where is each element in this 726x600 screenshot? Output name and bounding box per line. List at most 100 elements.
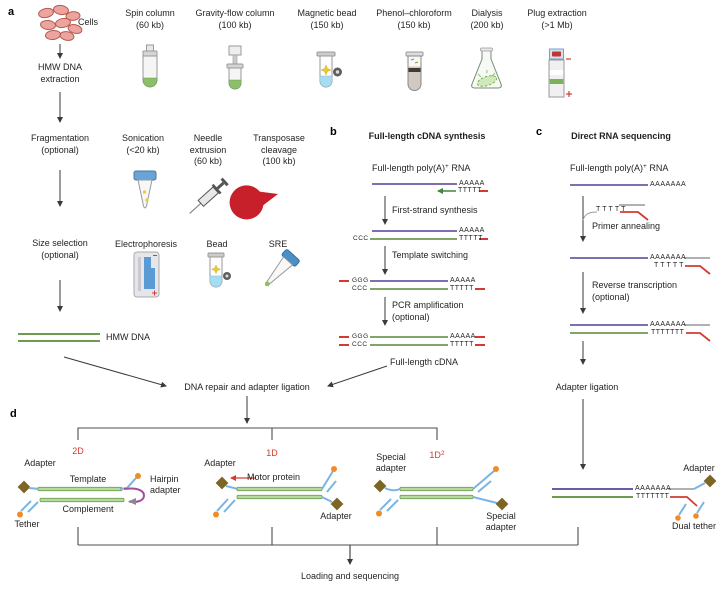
seq-aaaaaaa: AAAAAAA xyxy=(650,181,687,188)
construct-1d xyxy=(213,466,344,518)
step-pcr: PCR amplification xyxy=(392,300,464,310)
method-plug-extraction: Plug extraction (>1 Mb) xyxy=(527,8,587,31)
adapter-label-rna: Adapter xyxy=(683,463,715,473)
needle-syringe-icon xyxy=(189,177,229,214)
method-electrophoresis: Electrophoresis xyxy=(114,239,178,249)
full-length-cdna-label: Full-length cDNA xyxy=(390,357,459,367)
seq-ttttt: TTTTT xyxy=(450,341,474,348)
method-size: (>1 Mb) xyxy=(541,19,573,30)
method-spin-column: Spin column (60 kb) xyxy=(125,8,175,31)
step-rt-optional: (optional) xyxy=(592,292,630,302)
method-name: Transposase cleavage xyxy=(253,133,305,155)
step-pcr-optional: (optional) xyxy=(392,312,430,322)
construct-1d2 xyxy=(373,466,509,517)
method-gravity-flow: Gravity-flow column (100 kb) xyxy=(195,8,274,31)
spin-column-icon xyxy=(142,44,158,88)
template-strand xyxy=(37,486,123,492)
adapter-diamond xyxy=(17,480,31,494)
method-sonication: Sonication (<20 kb) xyxy=(122,133,164,156)
sre-tube-icon xyxy=(264,249,300,287)
seq-ttttttt: TTTTTTT xyxy=(636,493,670,500)
step-reverse-transcription: Reverse transcription xyxy=(592,280,678,290)
seq-ggg: GGG xyxy=(352,333,369,340)
template-label: Template xyxy=(69,474,107,484)
loading-sequencing-label: Loading and sequencing xyxy=(300,571,400,581)
method-name: Sonication xyxy=(121,133,165,143)
seq-ccc: CCC xyxy=(352,341,368,348)
method-name: Phenol–chloroform xyxy=(376,8,452,18)
method-size: (60 kb) xyxy=(135,19,164,30)
branch-label-1d2: 1D2 xyxy=(429,450,445,460)
seq-aaaaa: AAAAA xyxy=(450,333,476,340)
method-size: (150 kb) xyxy=(310,19,344,30)
method-name: Gravity-flow column xyxy=(195,8,275,18)
tether-dot xyxy=(135,473,141,479)
bead-tube-icon xyxy=(207,252,231,288)
tether-dot xyxy=(213,511,219,518)
seq-ttttt: TTTTT xyxy=(459,235,483,242)
hmw-extraction-label: HMW DNA extraction xyxy=(38,62,82,85)
rt-adapter-red xyxy=(620,211,649,221)
phenol-chloroform-icon xyxy=(405,51,424,91)
magnetic-bead-icon xyxy=(316,51,342,88)
dialysis-flask-icon xyxy=(471,47,502,89)
method-name: Dialysis xyxy=(471,8,503,18)
seq-aaaaaaa: AAAAAAA xyxy=(650,254,687,261)
step-template-switching: Template switching xyxy=(392,250,469,260)
hmw-dna-label: HMW DNA xyxy=(106,332,150,342)
hairpin-adapter-label: Hairpin adapter xyxy=(150,474,181,495)
motor-protein-label: Motor protein xyxy=(247,472,301,482)
fragmentation-label: Fragmentation (optional) xyxy=(30,133,90,155)
panel-label-a: a xyxy=(8,6,15,18)
cells-label: Cells xyxy=(78,17,99,27)
method-name: Spin column xyxy=(125,8,175,18)
step-primer-annealing: Primer annealing xyxy=(592,221,661,231)
panel-label-d: d xyxy=(10,408,17,420)
seq-aaaaa: AAAAA xyxy=(459,180,485,187)
complement-label: Complement xyxy=(62,504,114,514)
method-size: (100 kb) xyxy=(262,156,296,166)
method-name: Magnetic bead xyxy=(297,8,357,18)
seq-ggg: GGG xyxy=(352,277,369,284)
seq-ccc: CCC xyxy=(352,285,368,292)
method-size: (<20 kb) xyxy=(126,144,160,155)
adapter-label-2d: Adapter xyxy=(24,458,56,468)
branch-label-2d: 2D xyxy=(72,446,84,456)
plug-extraction-icon xyxy=(548,48,572,98)
method-size: (100 kb) xyxy=(218,19,252,30)
special-adapter-diamond xyxy=(373,479,387,493)
dna-repair-label: DNA repair and adapter ligation xyxy=(184,382,310,392)
hmw-dna-strands xyxy=(18,333,100,342)
polya-rna-label: Full-length poly(A)+ RNA xyxy=(372,163,471,173)
seq-ccc: CCC xyxy=(353,235,369,242)
tether-dot xyxy=(675,515,681,521)
special-adapter-diamond xyxy=(495,497,509,511)
hmw-extraction-line1: HMW DNA xyxy=(38,62,82,72)
method-needle-extrusion: Needle extrusion (60 kb) xyxy=(184,133,232,168)
hmw-extraction-line2: extraction xyxy=(40,73,80,84)
tether-dot xyxy=(331,466,337,472)
seq-ttttt-primer: TTTTT xyxy=(596,206,628,213)
seq-aaaaa: AAAAA xyxy=(450,277,476,284)
complement-strand xyxy=(39,497,125,503)
tether-dot xyxy=(493,466,499,472)
seq-ttttt: TTTTT xyxy=(450,285,474,292)
hairpin-arrowhead xyxy=(128,498,136,505)
panel-label-b: b xyxy=(330,126,337,138)
tether-dot xyxy=(693,513,699,519)
construct-2d xyxy=(17,473,146,518)
library-branch-bracket xyxy=(77,427,438,440)
sonication-tube-icon xyxy=(133,170,157,209)
loading-bracket xyxy=(77,527,579,565)
adapter-diamond xyxy=(330,497,344,511)
gravity-flow-column-icon xyxy=(226,45,244,90)
method-dialysis: Dialysis (200 kb) xyxy=(470,8,503,31)
method-bead: Bead xyxy=(206,239,228,249)
method-transposase: Transposase cleavage (100 kb) xyxy=(247,133,311,168)
cells-icon xyxy=(38,4,83,41)
seq-ttttt: TTTTT xyxy=(654,262,686,269)
special-adapter-label-left: Special adapter xyxy=(375,452,407,473)
seq-aaaaa: AAAAA xyxy=(459,227,485,234)
direct-rna-graphics xyxy=(570,184,711,470)
tether-label: Tether xyxy=(14,519,40,529)
